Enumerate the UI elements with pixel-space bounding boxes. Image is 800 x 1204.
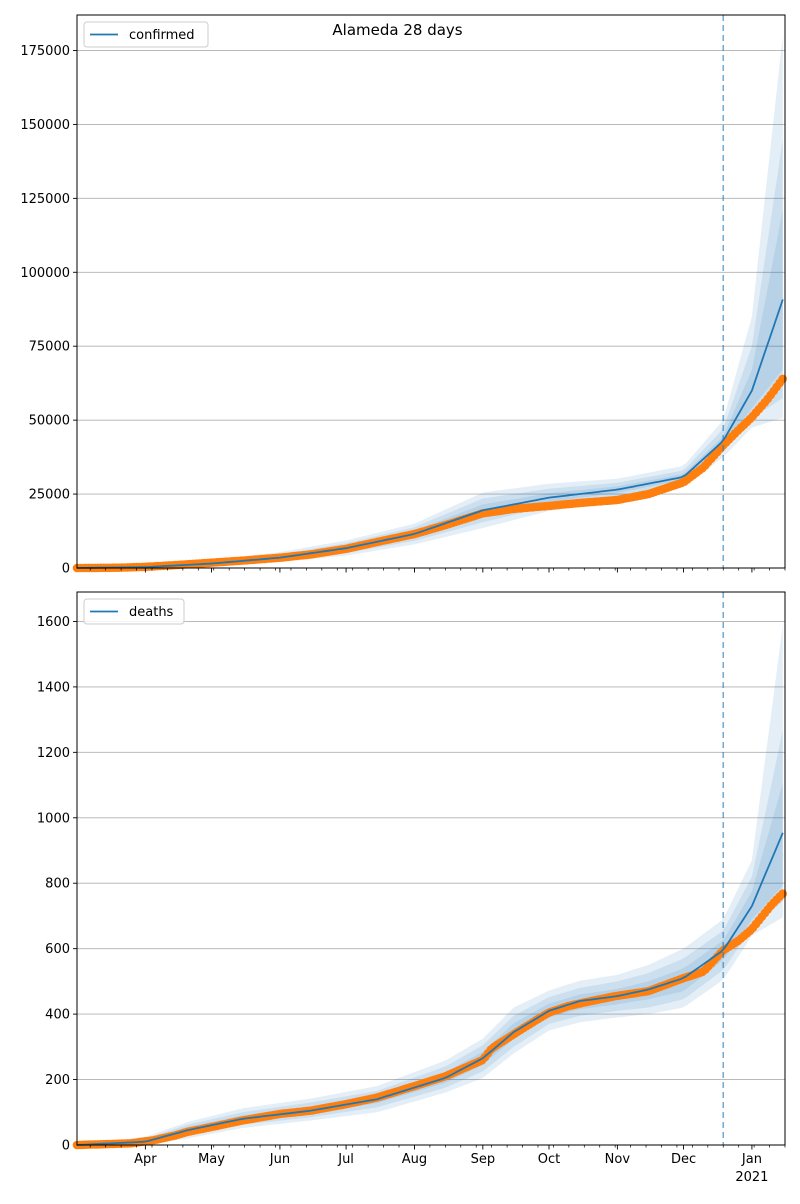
- panel-confirmed: 0 25000 50000 75000 100000 125000 150000 175000…: [20, 14, 787, 577]
- y-tick-label: 800: [45, 877, 70, 892]
- y-tick-label: 600: [45, 942, 70, 957]
- uncertainty-band: [77, 625, 783, 1145]
- y-tick-label: 1400: [37, 680, 70, 695]
- figure-title: Alameda 28 days: [332, 21, 463, 39]
- y-tick-label: 1000: [37, 811, 70, 826]
- x-tick-label: Oct: [538, 1152, 560, 1167]
- y-tick-label: 200: [45, 1073, 70, 1088]
- x-tick-label: Jan: [741, 1152, 762, 1167]
- y-tick-label: 100000: [20, 266, 70, 281]
- x-tick-label: Jul: [337, 1152, 354, 1167]
- legend-label: deaths: [129, 605, 174, 620]
- y-tick-label: 50000: [29, 414, 70, 429]
- legend-box: [83, 598, 185, 625]
- x-tick-label: May: [198, 1152, 225, 1167]
- legend-box: [83, 21, 209, 48]
- observed-point: [778, 374, 787, 384]
- legend-label: confirmed: [129, 28, 195, 43]
- x-tick-label: Jun: [269, 1152, 290, 1167]
- y-tick-label: 0: [62, 562, 70, 577]
- y-tick-label: 1600: [37, 615, 70, 630]
- model-median-line: [76, 832, 784, 1146]
- y-tick-label: 175000: [20, 44, 70, 59]
- x-tick-label: Apr: [134, 1152, 157, 1167]
- y-tick-label: 400: [45, 1008, 70, 1023]
- observed-point: [778, 889, 787, 898]
- x-tick-label: Nov: [605, 1152, 631, 1167]
- y-tick-label: 125000: [20, 192, 70, 207]
- x-tick-label: Sep: [471, 1152, 496, 1167]
- uncertainty-band: [77, 139, 783, 568]
- y-tick-label: 0: [62, 1139, 70, 1154]
- y-tick-label: 1200: [37, 746, 70, 761]
- panel-deaths: 0 200 400 600 800 1000 1200 1400 1600 Apr May Jun Ju…: [37, 591, 787, 1185]
- model-median-line: [76, 299, 784, 569]
- plot-frame: [76, 591, 786, 1146]
- legend: deaths: [83, 598, 185, 625]
- y-tick-label: 75000: [29, 340, 70, 355]
- y-tick-label: 150000: [20, 118, 70, 133]
- plot-frame: [76, 14, 786, 569]
- y-tick-label: 25000: [29, 488, 70, 503]
- x-tick-label: Aug: [402, 1152, 427, 1167]
- x-year-label: 2021: [735, 1170, 768, 1185]
- uncertainty-band: [77, 209, 783, 569]
- x-tick-label: Dec: [671, 1152, 696, 1167]
- legend: confirmed: [83, 21, 209, 48]
